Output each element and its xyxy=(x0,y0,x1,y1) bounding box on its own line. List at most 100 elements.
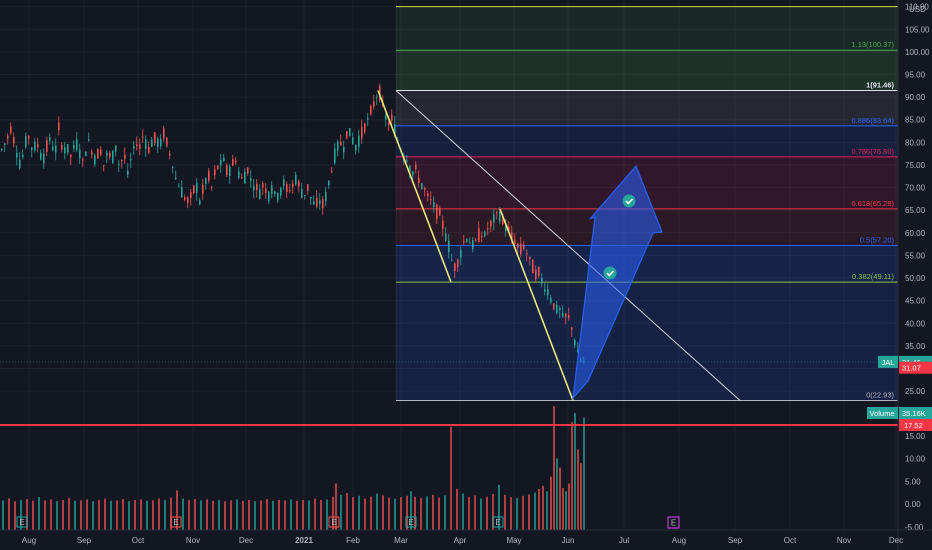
candle-body xyxy=(124,154,126,159)
fib-level-label: 0(22.93) xyxy=(866,391,894,400)
fib-zone-band xyxy=(396,6,898,51)
candle-body xyxy=(367,118,369,120)
candle-body xyxy=(94,155,96,165)
candle-body xyxy=(208,170,210,181)
candle-body xyxy=(346,131,348,138)
candle-body xyxy=(1,149,3,151)
candle-body xyxy=(544,289,546,292)
check-icon xyxy=(606,270,614,277)
volume-bar xyxy=(128,501,130,530)
candle-body xyxy=(109,152,111,157)
volume-bar xyxy=(248,499,250,530)
candle-body xyxy=(574,339,576,346)
fib-zone-band xyxy=(396,90,898,126)
candle-body xyxy=(91,151,93,155)
volume-bar xyxy=(284,500,286,530)
time-tick-label: May xyxy=(506,536,521,545)
time-tick-label: Jun xyxy=(562,536,575,545)
volume-bar xyxy=(571,422,573,530)
candle-body xyxy=(490,220,492,227)
volume-bar xyxy=(86,499,88,530)
earnings-marker xyxy=(16,516,28,528)
candle-body xyxy=(118,164,120,166)
candle-body xyxy=(76,139,78,151)
price-tick-label: 45.00 xyxy=(905,297,926,306)
candle-body xyxy=(325,191,327,202)
price-tick-label: 85.00 xyxy=(905,116,926,125)
candle-body xyxy=(316,197,318,207)
candle-body xyxy=(286,184,288,193)
candle-body xyxy=(10,126,12,134)
fib-level-label: 0.382(49.11) xyxy=(852,272,894,281)
volume-bar xyxy=(568,483,570,530)
volume-bar xyxy=(152,500,154,530)
candle-body xyxy=(505,224,507,232)
volume-bar xyxy=(538,488,540,530)
volume-bar xyxy=(410,491,412,530)
volume-bar xyxy=(556,458,558,530)
candle-body xyxy=(451,259,453,261)
time-tick-label: Dec xyxy=(889,536,903,545)
candle-body xyxy=(193,185,195,194)
price-tick-label: 55.00 xyxy=(905,251,926,260)
support-value: 17.52 xyxy=(904,421,923,430)
volume-bar xyxy=(224,501,226,530)
time-tick-label: Aug xyxy=(22,536,36,545)
candle-body xyxy=(418,177,420,184)
volume-bar xyxy=(335,483,337,530)
volume-bar xyxy=(388,497,390,530)
volume-bar xyxy=(462,493,464,530)
volume-bar xyxy=(550,476,552,530)
candle-body xyxy=(40,153,42,160)
candle-body xyxy=(220,159,222,166)
candle-body xyxy=(517,243,519,248)
volume-bar xyxy=(182,498,184,530)
candle-body xyxy=(181,187,183,198)
time-tick-label: Sep xyxy=(77,536,92,545)
candle-body xyxy=(130,159,132,161)
volume-bar xyxy=(346,493,348,530)
volume-tick-label: 0.00 xyxy=(905,500,921,509)
volume-bar xyxy=(468,497,470,530)
candle-body xyxy=(370,106,372,115)
candle-body xyxy=(82,159,84,161)
earnings-marker-label: E xyxy=(331,518,336,527)
time-axis[interactable]: Aug Sep Oct Nov Dec 2021 Feb Mar Apr May Jun Jul Aug… xyxy=(0,529,932,545)
chart-grid xyxy=(0,0,898,530)
candle-body xyxy=(7,135,9,139)
fibonacci-retracement[interactable]: 1.13(100.37) 1(91.46) 0.886(83.64) 0.786(76… xyxy=(395,0,898,401)
volume-bar xyxy=(296,500,298,530)
volume-bar xyxy=(146,500,148,530)
candle-body xyxy=(298,181,300,187)
candle-body xyxy=(259,189,261,200)
candle-body xyxy=(199,200,201,205)
candle-body xyxy=(376,96,378,98)
candle-body xyxy=(223,157,225,162)
candle-body xyxy=(349,128,351,137)
candle-body xyxy=(448,240,450,252)
candle-body xyxy=(550,297,552,303)
volume-bar xyxy=(542,485,544,530)
price-tick-label: 105.00 xyxy=(905,25,930,34)
candle-body xyxy=(427,193,429,196)
volume-bar xyxy=(400,497,402,530)
candle-body xyxy=(172,166,174,168)
earnings-marker-label: E xyxy=(495,518,500,527)
candle-body xyxy=(235,160,237,163)
chart-drawings[interactable] xyxy=(0,90,898,426)
volume-value: 35.16K xyxy=(902,409,926,418)
earnings-event-marker xyxy=(667,516,680,529)
volume-value-tag xyxy=(899,407,932,419)
earnings-marker xyxy=(170,516,182,528)
volume-bar xyxy=(516,498,518,530)
candle-body xyxy=(559,307,561,311)
volume-bar xyxy=(254,501,256,530)
candle-body xyxy=(361,126,363,139)
time-tick-label: Nov xyxy=(186,536,200,545)
volume-bar xyxy=(376,493,378,530)
price-axis[interactable]: 110.00 105.00 100.00 95.00 90.00 85.00 80.00 75… xyxy=(897,0,930,550)
candle-body xyxy=(238,171,240,178)
candle-body xyxy=(73,144,75,149)
